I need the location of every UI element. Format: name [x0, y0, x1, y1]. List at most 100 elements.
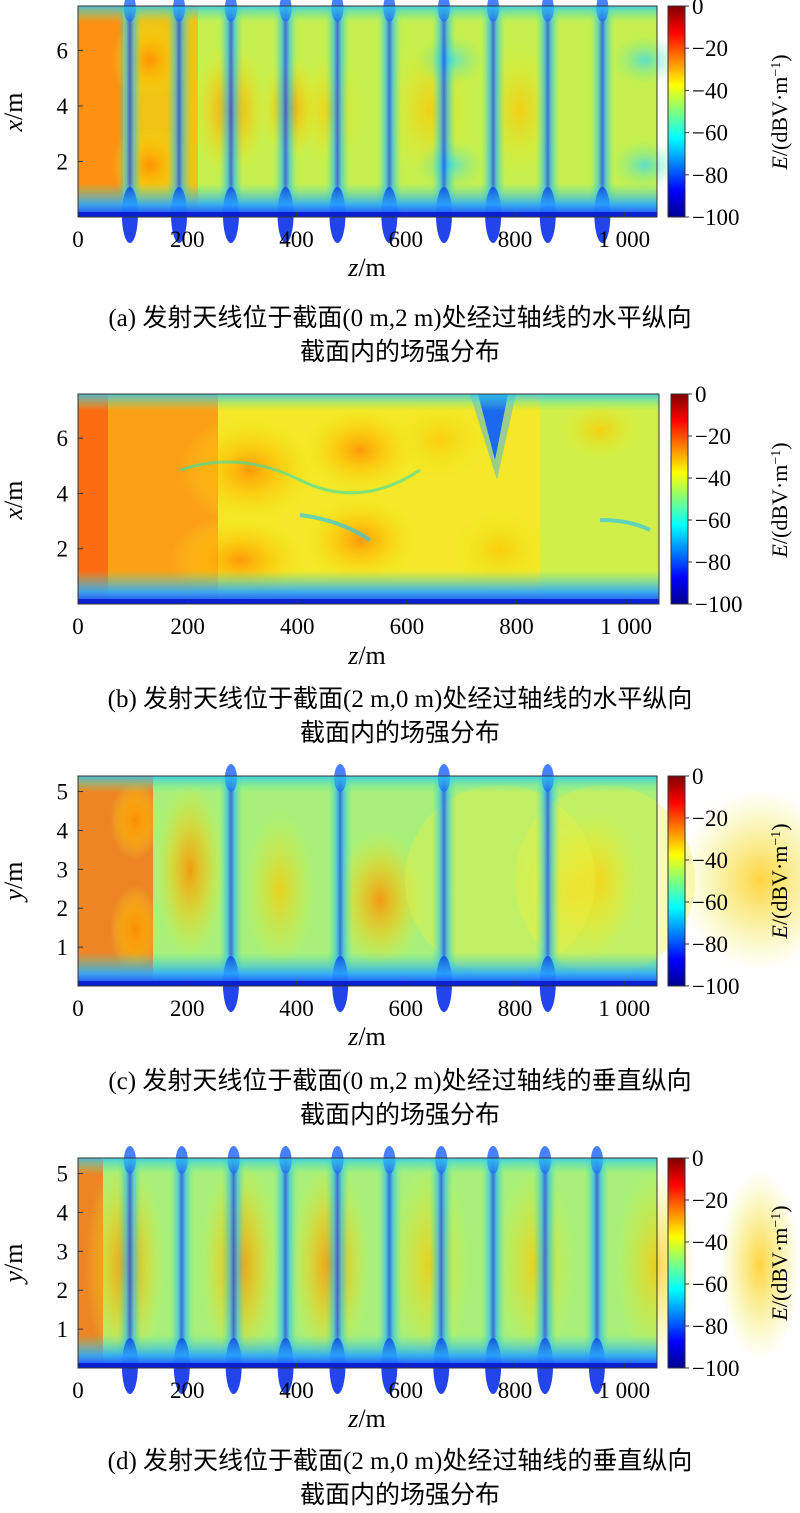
x-tick-label: 400	[280, 614, 315, 639]
y-tick-label: 3	[57, 1239, 69, 1264]
panel-d-y-ticks: 1 2 3 4 5	[57, 1162, 83, 1342]
panel-a-y-ticks: 2 4 6	[57, 38, 83, 174]
y-tick-label: 4	[57, 94, 69, 119]
x-tick-label: 1 000	[600, 614, 652, 639]
panel-b-heatmap	[78, 394, 659, 605]
colorbar-tick-label: −100	[695, 592, 742, 617]
x-tick-label: 0	[72, 996, 84, 1021]
colorbar-tick-label: −100	[692, 1356, 739, 1381]
x-tick-label: 0	[72, 1378, 84, 1403]
panel-b-caption-line1: (b) 发射天线位于截面(2 m,0 m)处经过轴线的水平纵向	[108, 685, 693, 713]
x-tick-label: 800	[498, 996, 533, 1021]
colorbar-tick-label: −100	[692, 974, 739, 999]
panel-a-frame	[77, 5, 658, 218]
colorbar-tick-label: −20	[692, 806, 728, 831]
x-tick-label: 800	[498, 227, 533, 252]
panel-b-xlabel: z/m	[347, 641, 386, 670]
y-tick-label: 1	[57, 1317, 69, 1342]
y-tick-label: 5	[57, 780, 69, 805]
panel-c-y-ticks: 1 2 3 4 5	[57, 780, 83, 960]
x-tick-label: 400	[279, 227, 314, 252]
colorbar-tick-label: −20	[692, 1188, 728, 1213]
colorbar-tick-label: −60	[695, 508, 731, 533]
panel-a-caption-line2: 截面内的场强分布	[300, 338, 500, 366]
panel-c-caption-line2: 截面内的场强分布	[300, 1101, 500, 1129]
panel-c-colorbar-ticks: 0 −20 −40 −60 −80 −100	[685, 764, 739, 999]
panel-a-colorbar-label: E/(dBV·m−1)	[767, 54, 792, 170]
y-tick-label: 4	[57, 818, 69, 843]
y-tick-label: 4	[57, 1200, 69, 1225]
x-tick-label: 800	[499, 614, 534, 639]
colorbar-tick-label: −100	[692, 205, 739, 230]
panel-d-caption-line2: 截面内的场强分布	[300, 1481, 500, 1509]
colorbar-tick-label: −20	[695, 424, 731, 449]
panel-c-colorbar	[667, 775, 686, 987]
panel-a-heatmap	[78, 0, 680, 243]
panel-b-frame	[77, 393, 660, 605]
heatmap-bottom-line	[78, 1363, 657, 1368]
colorbar-tick-label: −40	[692, 1230, 728, 1255]
y-tick-label: 1	[57, 935, 69, 960]
x-tick-label: 200	[170, 996, 205, 1021]
colorbar-tick-label: −20	[692, 36, 728, 61]
y-tick-label: 2	[57, 1278, 69, 1303]
y-tick-label: 4	[57, 481, 69, 506]
x-tick-label: 200	[170, 614, 205, 639]
y-tick-label: 5	[57, 1162, 69, 1187]
x-tick-label: 600	[388, 1378, 423, 1403]
x-tick-label: 400	[279, 1378, 314, 1403]
panel-a: 2 4 6 0 200 400 600 800 1 000 x/m z/m 0 −20 −40 −6…	[0, 0, 792, 366]
x-tick-label: 1 000	[598, 996, 650, 1021]
panel-d-x-ticks: 0 200 400 600 800 1 000	[72, 1363, 650, 1403]
panel-c-x-ticks: 0 200 400 600 800 1 000	[72, 981, 650, 1021]
colorbar-tick-label: −60	[692, 121, 728, 146]
colorbar-tick-label: −80	[695, 550, 731, 575]
panel-a-colorbar	[667, 5, 686, 218]
heatmap-bottom-line	[78, 599, 659, 604]
panel-a-xlabel: z/m	[347, 253, 386, 282]
panel-c-caption-line1: (c) 发射天线位于截面(0 m,2 m)处经过轴线的垂直纵向	[108, 1067, 691, 1095]
panel-c-colorbar-label: E/(dBV·m−1)	[767, 823, 792, 939]
x-tick-label: 600	[390, 614, 425, 639]
heatmap-bottom-edge	[78, 776, 657, 986]
panel-b-colorbar-label: E/(dBV·m−1)	[767, 442, 792, 558]
panel-b-y-ticks: 2 4 6	[57, 426, 83, 562]
panel-c-xlabel: z/m	[347, 1022, 386, 1051]
panel-d-xlabel: z/m	[347, 1404, 386, 1433]
colorbar-tick-label: −80	[692, 1314, 728, 1339]
colorbar-tick-label: −60	[692, 890, 728, 915]
x-tick-label: 600	[388, 227, 423, 252]
x-tick-label: 0	[72, 227, 84, 252]
panel-d-heatmap	[78, 1146, 800, 1394]
y-tick-label: 6	[57, 426, 69, 451]
panel-d-colorbar-label: E/(dBV·m−1)	[767, 1205, 792, 1321]
panel-b-colorbar-ticks: 0 −20 −40 −60 −80 −100	[688, 382, 742, 617]
x-tick-label: 0	[72, 614, 84, 639]
panel-c-ylabel: y/m	[0, 862, 28, 904]
panel-b-ylabel: x/m	[0, 481, 28, 521]
panel-d-caption-line1: (d) 发射天线位于截面(2 m,0 m)处经过轴线的垂直纵向	[108, 1447, 693, 1475]
panel-d-colorbar-ticks: 0 −20 −40 −60 −80 −100	[685, 1146, 739, 1381]
colorbar-tick-label: 0	[692, 764, 704, 789]
colorbar-tick-label: 0	[695, 382, 707, 407]
y-tick-label: 2	[57, 896, 69, 921]
y-tick-label: 3	[57, 857, 69, 882]
x-tick-label: 200	[170, 1378, 205, 1403]
panel-b-colorbar	[670, 393, 689, 605]
panel-a-ylabel: x/m	[0, 93, 28, 133]
panel-a-colorbar-ticks: 0 −20 −40 −60 −80 −100	[685, 0, 739, 230]
x-tick-label: 1 000	[598, 227, 650, 252]
x-tick-label: 400	[279, 996, 314, 1021]
heatmap-bottom-edge	[78, 394, 659, 604]
panel-d-ylabel: y/m	[0, 1244, 28, 1286]
colorbar-tick-label: −80	[692, 932, 728, 957]
panel-a-caption-line1: (a) 发射天线位于截面(0 m,2 m)处经过轴线的水平纵向	[108, 304, 691, 332]
colorbar-tick-label: −40	[692, 848, 728, 873]
x-tick-label: 800	[498, 1378, 533, 1403]
panel-c-frame	[77, 775, 658, 987]
colorbar-tick-label: −60	[692, 1272, 728, 1297]
colorbar-tick-label: −40	[692, 78, 728, 103]
x-tick-label: 600	[388, 996, 423, 1021]
colorbar-tick-label: 0	[692, 1146, 704, 1171]
panel-c-heatmap	[78, 764, 800, 1012]
